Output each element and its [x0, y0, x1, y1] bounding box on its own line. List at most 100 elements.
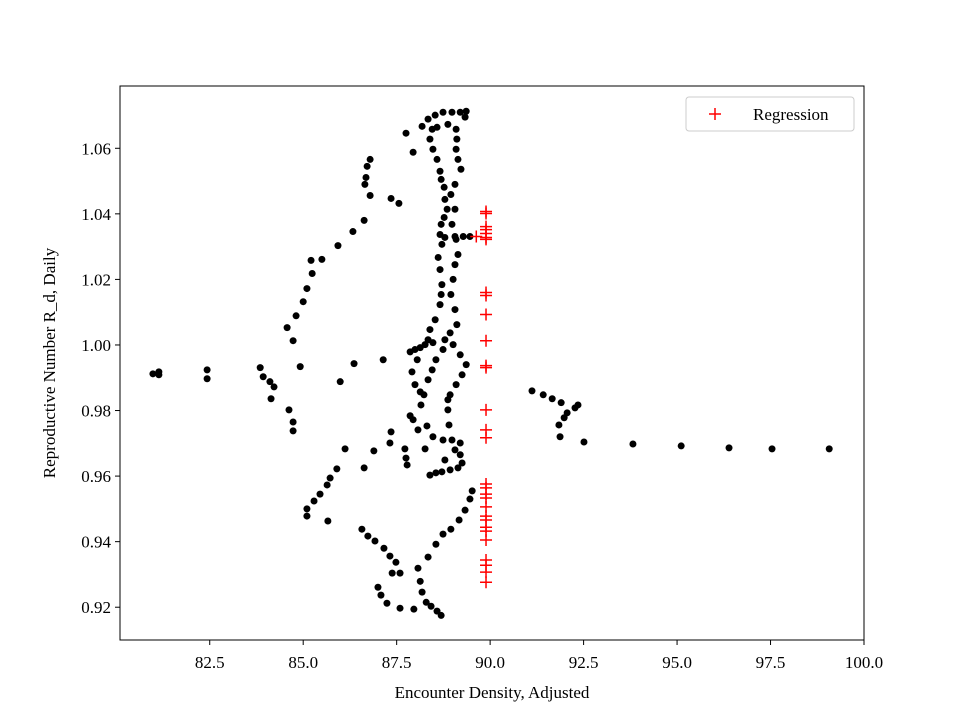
- point: [333, 465, 341, 473]
- point: [323, 481, 331, 489]
- point: [434, 253, 442, 261]
- point: [424, 376, 432, 384]
- point: [458, 371, 466, 379]
- y-tick-label: 1.04: [81, 205, 111, 224]
- point: [454, 250, 462, 258]
- plus-marker: [480, 431, 493, 444]
- point: [402, 129, 410, 137]
- point: [451, 306, 459, 314]
- y-tick-label: 0.94: [81, 533, 111, 552]
- point: [629, 440, 637, 448]
- point: [336, 378, 344, 386]
- point: [448, 436, 456, 444]
- point: [451, 205, 459, 213]
- point: [448, 108, 456, 116]
- point: [334, 242, 342, 250]
- point: [203, 366, 211, 374]
- point: [414, 426, 422, 434]
- point: [409, 148, 417, 156]
- point: [441, 233, 449, 241]
- point: [299, 298, 307, 306]
- point: [428, 366, 436, 374]
- point: [441, 336, 449, 344]
- point: [341, 445, 349, 453]
- point: [439, 346, 447, 354]
- point: [447, 525, 455, 533]
- point: [417, 401, 425, 409]
- legend-box: [685, 96, 855, 132]
- point: [377, 591, 385, 599]
- point: [203, 375, 211, 383]
- y-axis-label: Reproductive Number R_d, Daily: [40, 247, 59, 478]
- plus-marker: [480, 207, 493, 220]
- point: [556, 433, 564, 441]
- point: [429, 145, 437, 153]
- point: [539, 391, 547, 399]
- point: [358, 525, 366, 533]
- point: [292, 312, 300, 320]
- point: [468, 487, 476, 495]
- point: [416, 577, 424, 585]
- point: [456, 439, 464, 447]
- point: [414, 564, 422, 572]
- plus-marker: [480, 289, 493, 302]
- y-tick-label: 0.92: [81, 598, 111, 617]
- point: [402, 454, 410, 462]
- point: [387, 428, 395, 436]
- point: [349, 228, 357, 236]
- point: [379, 356, 387, 364]
- point: [438, 468, 446, 476]
- x-tick-label: 85.0: [288, 653, 318, 672]
- point: [155, 368, 163, 376]
- point: [303, 285, 311, 293]
- point: [374, 583, 382, 591]
- point: [316, 490, 324, 498]
- point: [449, 341, 457, 349]
- point: [436, 301, 444, 309]
- point: [326, 474, 334, 482]
- point: [456, 108, 464, 116]
- point: [411, 381, 419, 389]
- point: [456, 451, 464, 459]
- plus-marker: [470, 230, 483, 243]
- point: [451, 446, 459, 454]
- point: [396, 604, 404, 612]
- point: [437, 611, 445, 619]
- point: [289, 427, 297, 435]
- point: [366, 191, 374, 199]
- plus-marker: [480, 361, 493, 374]
- point: [303, 512, 311, 520]
- point: [371, 537, 379, 545]
- point: [443, 205, 451, 213]
- point: [445, 421, 453, 429]
- point: [461, 506, 469, 514]
- point: [677, 442, 685, 450]
- point: [439, 108, 447, 116]
- point: [444, 120, 452, 128]
- point: [303, 505, 311, 513]
- point: [431, 111, 439, 119]
- point: [436, 167, 444, 175]
- point: [454, 155, 462, 163]
- point: [441, 195, 449, 203]
- point: [259, 373, 267, 381]
- point: [452, 145, 460, 153]
- point: [307, 256, 315, 264]
- point: [438, 240, 446, 248]
- point: [410, 605, 418, 613]
- point: [448, 220, 456, 228]
- point: [528, 387, 536, 395]
- point: [447, 191, 455, 199]
- point: [439, 436, 447, 444]
- point: [423, 422, 431, 430]
- point: [444, 406, 452, 414]
- plus-marker: [480, 576, 493, 589]
- point: [555, 421, 563, 429]
- point: [387, 194, 395, 202]
- point: [360, 464, 368, 472]
- point: [461, 113, 469, 121]
- point: [386, 552, 394, 560]
- point: [451, 180, 459, 188]
- x-tick-label: 97.5: [756, 653, 786, 672]
- point: [361, 180, 369, 188]
